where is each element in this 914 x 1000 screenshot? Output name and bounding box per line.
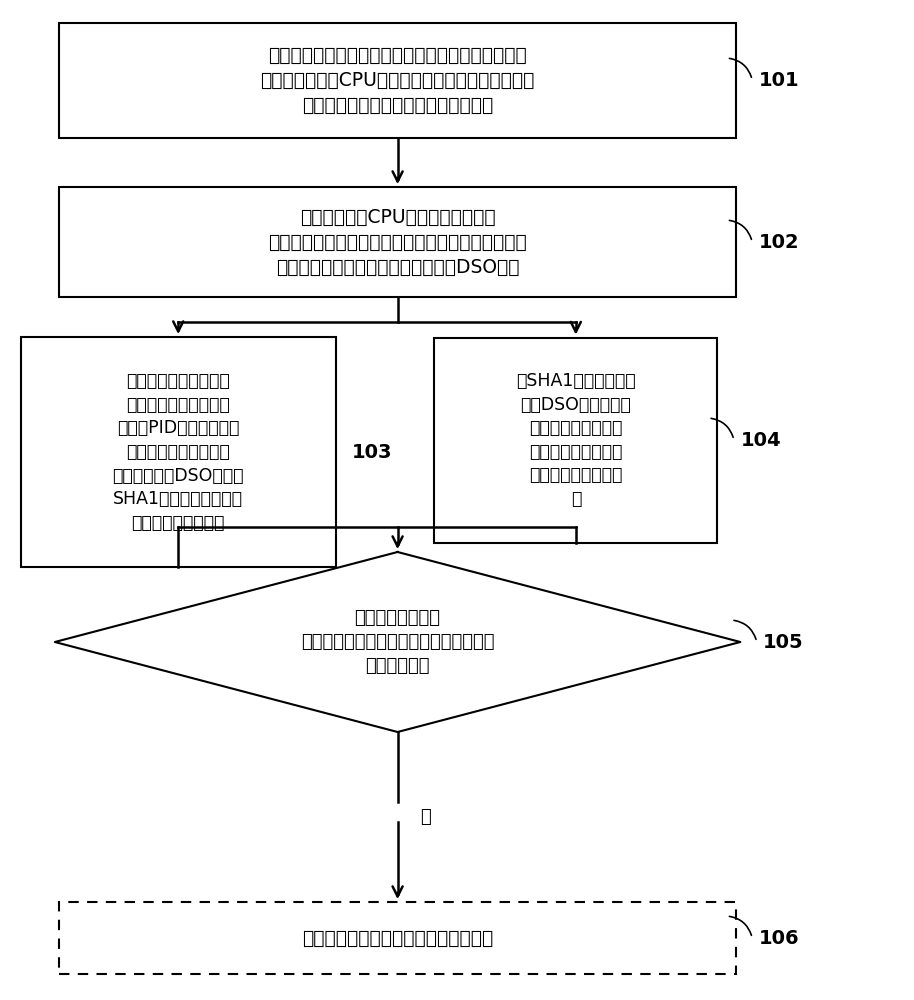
Text: 101: 101 — [759, 70, 799, 90]
Text: 利用所述本机CPU的寄存器值解析该
进程的用户栈以得到该进程在采集时刻的函数调用链
和所述函数调用链中各个函数对应的DSO文件: 利用所述本机CPU的寄存器值解析该 进程的用户栈以得到该进程在采集时刻的函数调用… — [268, 208, 527, 276]
Text: 是: 是 — [420, 808, 431, 826]
Text: 104: 104 — [740, 430, 781, 450]
Bar — [21, 337, 336, 567]
Text: 将SHA1编码作为关键
字，DSO文件中的函
数地址表在磁盘上的
存放位置作为键值对
应保存至第二数据库
中: 将SHA1编码作为关键 字，DSO文件中的函 数地址表在磁盘上的 存放位置作为键… — [516, 372, 635, 508]
Text: 删除存储时间超过预设时间阈值的数据: 删除存储时间超过预设时间阈值的数据 — [302, 928, 494, 948]
Text: 103: 103 — [352, 442, 392, 462]
Text: 102: 102 — [759, 232, 799, 251]
Text: 判断第一数据库或
第二数据库中的数据的存储时间是否超过
预设时间阈值: 判断第一数据库或 第二数据库中的数据的存储时间是否超过 预设时间阈值 — [301, 609, 494, 675]
Bar — [59, 187, 736, 297]
Bar — [59, 902, 736, 974]
Text: 将采集时刻作为关键字
，所述采样周期、当前
进程的PID、进程名称、
函数调用链以及所述各
个函数对应的DSO文件的
SHA1编码作为键值对应
保存至第一数据库: 将采集时刻作为关键字 ，所述采样周期、当前 进程的PID、进程名称、 函数调用链… — [112, 372, 244, 532]
Text: 按照预设的采样周期采集本机的性能数据，所述性能
数据包括：本机CPU的寄存器值、正在运行的进程标
示符、该进程的名称和该进程的用户栈: 按照预设的采样周期采集本机的性能数据，所述性能 数据包括：本机CPU的寄存器值、… — [260, 45, 535, 114]
Text: 105: 105 — [763, 633, 803, 652]
Bar — [59, 22, 736, 137]
Bar — [434, 337, 717, 542]
Text: 106: 106 — [759, 928, 799, 948]
